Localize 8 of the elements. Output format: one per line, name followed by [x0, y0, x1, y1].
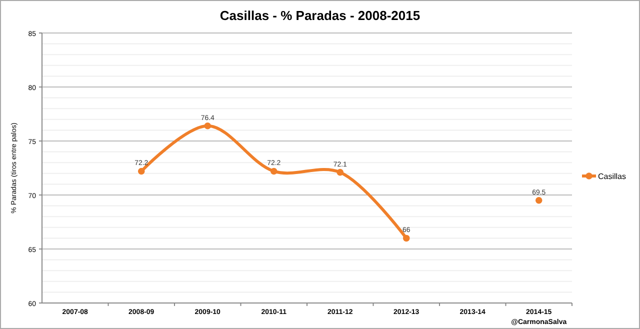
- point: [402, 234, 410, 242]
- point: [535, 197, 542, 204]
- point: [270, 168, 278, 175]
- chart-title: Casillas - % Paradas - 2008-2015: [220, 8, 420, 23]
- point: [138, 168, 145, 175]
- point: [204, 122, 212, 130]
- legend-label: Casillas: [598, 172, 626, 181]
- point: [336, 168, 344, 176]
